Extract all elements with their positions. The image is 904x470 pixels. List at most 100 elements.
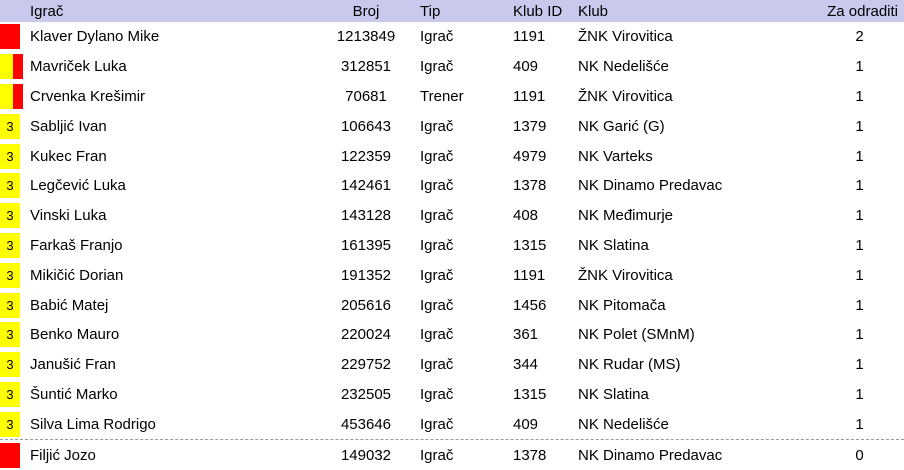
remaining-count: 1	[855, 87, 864, 105]
third-yellow-card-icon: 3	[0, 113, 20, 139]
remaining-count: 1	[855, 236, 864, 254]
card-indicator-cell: 3	[0, 260, 30, 290]
club-id: 1315	[513, 236, 547, 254]
column-header-club: Klub	[578, 2, 609, 20]
player-name: Benko Mauro	[30, 326, 120, 344]
card-indicator-cell: 3	[0, 380, 30, 410]
third-yellow-card-icon: 3	[0, 232, 20, 258]
club-name: NK Slatina	[578, 236, 649, 254]
club-name: NK Rudar (MS)	[578, 356, 681, 374]
player-name: Farkaš Franjo	[30, 236, 123, 254]
third-yellow-card-icon: 3	[0, 143, 20, 169]
card-column-header	[0, 0, 30, 22]
club-id: 1378	[513, 177, 547, 195]
table-row[interactable]: 3 Šuntić Marko 232505 Igrač 1315 NK Slat…	[0, 379, 904, 410]
player-number: 143128	[340, 207, 392, 225]
card-indicator-cell: 3	[0, 171, 30, 201]
player-name: Mikičić Dorian	[30, 266, 124, 284]
player-name: Silva Lima Rodrigo	[30, 415, 156, 433]
table-row[interactable]: 3 Babić Matej 205616 Igrač 1456 NK Pitom…	[0, 290, 904, 320]
remaining-count: 1	[855, 266, 864, 284]
player-name: Filjić Jozo	[30, 446, 96, 464]
player-name: Kukec Fran	[30, 147, 107, 165]
club-name: NK Dinamo Predavac	[578, 446, 723, 464]
table-row[interactable]: Filjić Jozo 149032 Igrač 1378 NK Dinamo …	[0, 439, 904, 470]
column-header-club-id: Klub ID	[513, 2, 563, 20]
third-yellow-card-icon: 3	[0, 411, 20, 437]
person-type: Igrač	[420, 58, 454, 76]
remaining-count: 0	[855, 446, 864, 464]
card-indicator-cell	[0, 440, 30, 470]
club-id: 344	[513, 356, 539, 374]
person-type: Igrač	[420, 236, 454, 254]
person-type: Igrač	[420, 177, 454, 195]
third-yellow-card-icon: 3	[0, 173, 20, 199]
third-yellow-card-icon: 3	[0, 203, 20, 229]
table-row[interactable]: Crvenka Krešimir 70681 Trener 1191 ŽNK V…	[0, 81, 904, 112]
player-number: 142461	[340, 177, 392, 195]
player-number: 312851	[340, 58, 392, 76]
table-row[interactable]: 3 Mikičić Dorian 191352 Igrač 1191 ŽNK V…	[0, 260, 904, 291]
player-name: Klaver Dylano Mike	[30, 28, 160, 46]
club-id: 361	[513, 326, 539, 344]
player-number: 1213849	[336, 28, 396, 46]
yellow-red-card-icon	[0, 54, 23, 80]
card-indicator-cell	[0, 82, 30, 112]
card-indicator-cell	[0, 22, 30, 52]
person-type: Igrač	[420, 385, 454, 403]
table-row[interactable]: 3 Vinski Luka 143128 Igrač 408 NK Međimu…	[0, 200, 904, 231]
club-id: 408	[513, 207, 539, 225]
person-type: Igrač	[420, 415, 454, 433]
table-header-row: Igrač Broj Tip Klub ID Klub Za odraditi	[0, 0, 904, 22]
remaining-count: 1	[855, 385, 864, 403]
table-row[interactable]: 3 Sabljić Ivan 106643 Igrač 1379 NK Gari…	[0, 111, 904, 142]
remaining-count: 1	[855, 415, 864, 433]
column-header-type: Tip	[420, 2, 441, 20]
table-row[interactable]: 3 Silva Lima Rodrigo 453646 Igrač 409 NK…	[0, 409, 904, 440]
column-header-remaining: Za odraditi	[827, 2, 898, 20]
remaining-count: 1	[855, 356, 864, 374]
third-yellow-card-icon: 3	[0, 352, 20, 378]
card-indicator-cell	[0, 52, 30, 82]
player-number: 232505	[340, 385, 392, 403]
remaining-count: 1	[855, 207, 864, 225]
card-indicator-cell: 3	[0, 350, 30, 380]
remaining-count: 1	[855, 58, 864, 76]
club-name: NK Međimurje	[578, 207, 674, 225]
card-indicator-cell: 3	[0, 320, 30, 350]
yellow-red-card-icon	[0, 83, 23, 109]
player-name: Sabljić Ivan	[30, 117, 107, 135]
third-yellow-card-icon: 3	[0, 322, 20, 348]
card-indicator-cell: 3	[0, 409, 30, 439]
table-row[interactable]: 3 Janušić Fran 229752 Igrač 344 NK Rudar…	[0, 349, 904, 380]
red-card-icon	[0, 442, 20, 468]
club-name: NK Dinamo Predavac	[578, 177, 723, 195]
club-name: NK Nedelišće	[578, 415, 669, 433]
club-id: 409	[513, 58, 539, 76]
player-name: Janušić Fran	[30, 356, 116, 374]
person-type: Igrač	[420, 446, 454, 464]
table-row[interactable]: 3 Kukec Fran 122359 Igrač 4979 NK Vartek…	[0, 141, 904, 171]
club-name: NK Polet (SMnM)	[578, 326, 695, 344]
player-number: 205616	[340, 296, 392, 314]
club-id: 1379	[513, 117, 547, 135]
club-id: 1315	[513, 385, 547, 403]
table-row[interactable]: Mavriček Luka 312851 Igrač 409 NK Nedeli…	[0, 51, 904, 82]
table-body: Klaver Dylano Mike 1213849 Igrač 1191 ŽN…	[0, 22, 904, 470]
club-name: ŽNK Virovitica	[578, 266, 673, 284]
player-number: 106643	[340, 117, 392, 135]
club-id: 4979	[513, 147, 547, 165]
table-row[interactable]: 3 Farkaš Franjo 161395 Igrač 1315 NK Sla…	[0, 230, 904, 261]
table-row[interactable]: 3 Legčević Luka 142461 Igrač 1378 NK Din…	[0, 170, 904, 201]
player-number: 453646	[340, 415, 392, 433]
club-name: NK Varteks	[578, 147, 653, 165]
club-name: NK Pitomača	[578, 296, 666, 314]
remaining-count: 2	[855, 28, 864, 46]
card-indicator-cell: 3	[0, 290, 30, 320]
column-header-name: Igrač	[30, 2, 64, 20]
person-type: Igrač	[420, 356, 454, 374]
table-row[interactable]: 3 Benko Mauro 220024 Igrač 361 NK Polet …	[0, 319, 904, 350]
card-indicator-cell: 3	[0, 231, 30, 261]
table-row[interactable]: Klaver Dylano Mike 1213849 Igrač 1191 ŽN…	[0, 22, 904, 52]
